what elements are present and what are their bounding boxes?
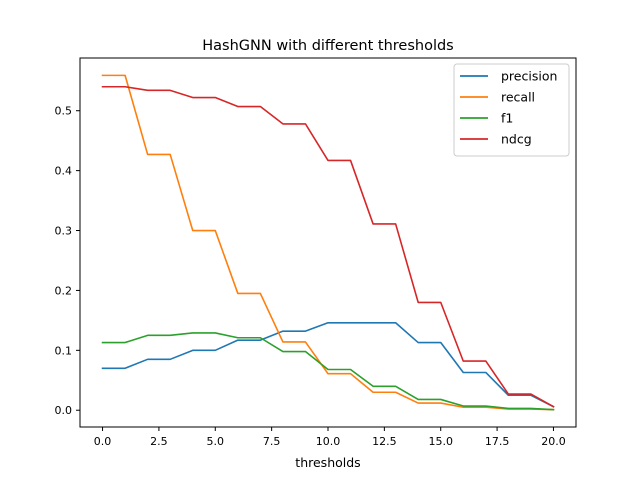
legend-label-recall: recall <box>501 90 535 105</box>
series-line-f1 <box>101 332 555 411</box>
y-tick-label: 0.0 <box>55 404 73 417</box>
chart-title: HashGNN with different thresholds <box>202 38 453 54</box>
x-tick-label: 15.0 <box>428 435 453 448</box>
legend-label-precision: precision <box>501 69 557 84</box>
x-tick-label: 20.0 <box>541 435 566 448</box>
legend: precision recall f1 ndcg <box>453 63 570 157</box>
series-line-ndcg <box>101 85 555 408</box>
x-tick-label: 0.0 <box>94 435 112 448</box>
y-tick-label: 0.5 <box>55 105 73 118</box>
y-tick-label: 0.3 <box>55 225 73 238</box>
axes: 0.0 2.5 5.0 7.5 10.0 12.5 15.0 17.5 20.0 0.0 0.1 0.… <box>55 57 577 448</box>
y-tick-label: 0.4 <box>55 165 73 178</box>
legend-label-f1: f1 <box>501 111 513 126</box>
x-tick-label: 12.5 <box>372 435 397 448</box>
series-lines <box>101 74 555 411</box>
series-line-precision <box>101 321 555 408</box>
y-tick-label: 0.2 <box>55 284 73 297</box>
y-tick-label: 0.1 <box>55 344 73 357</box>
x-tick-label: 5.0 <box>207 435 225 448</box>
x-tick-label: 17.5 <box>485 435 510 448</box>
series-line-recall <box>101 74 555 411</box>
x-axis-label: thresholds <box>295 455 360 470</box>
legend-label-ndcg: ndcg <box>501 132 532 147</box>
x-tick-label: 10.0 <box>316 435 341 448</box>
x-tick-label: 7.5 <box>263 435 281 448</box>
x-tick-label: 2.5 <box>150 435 168 448</box>
legend-box <box>453 63 570 157</box>
